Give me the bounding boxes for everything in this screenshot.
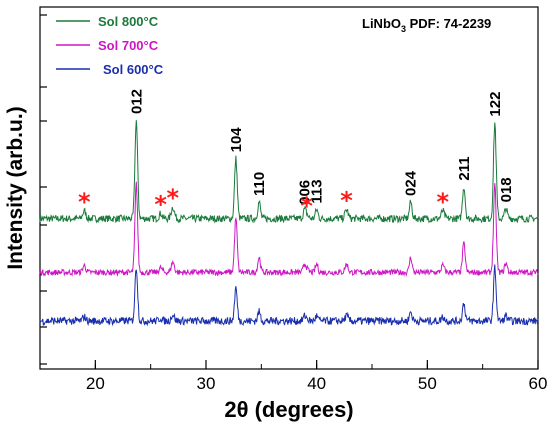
peak-label-110: 110 <box>251 172 268 196</box>
series-line-2 <box>39 181 539 278</box>
impurity-marker-5: * <box>340 187 353 215</box>
series-line-3 <box>39 264 539 327</box>
legend-label-3: Sol 600°C <box>103 62 164 77</box>
x-axis-title: 2θ (degrees) <box>224 397 353 422</box>
legend-label-1: Sol 800°C <box>98 14 159 29</box>
impurity-marker-6: * <box>437 188 450 216</box>
pdf-annotation-sub: 3 <box>401 24 406 34</box>
series-line-1 <box>39 120 539 224</box>
series-layer <box>39 120 539 327</box>
impurity-markers: * * * * * * <box>78 184 450 220</box>
x-tick-label: 60 <box>529 374 548 393</box>
x-tick-label: 50 <box>418 374 437 393</box>
impurity-marker-1: * <box>78 188 91 216</box>
peak-label-113: 113 <box>309 179 326 203</box>
pdf-annotation: LiNbO3 PDF: 74-2239 <box>362 16 491 34</box>
peak-label-012: 012 <box>128 89 145 114</box>
impurity-marker-2: * <box>154 191 167 219</box>
peak-label-104: 104 <box>228 127 245 153</box>
peak-label-122: 122 <box>487 92 504 117</box>
peak-label-018: 018 <box>498 177 515 202</box>
legend: Sol 800°C Sol 700°C Sol 600°C <box>56 14 164 77</box>
x-tick-label: 20 <box>86 374 105 393</box>
impurity-marker-4: * <box>300 192 313 220</box>
x-tick-label: 40 <box>307 374 326 393</box>
y-axis-ticks <box>40 14 47 365</box>
legend-label-2: Sol 700°C <box>98 38 159 53</box>
x-tick-label: 30 <box>197 374 216 393</box>
y-axis-title: Intensity (arb.u.) <box>4 106 27 269</box>
peak-label-211: 211 <box>456 156 473 180</box>
pdf-annotation-main: LiNbO <box>362 16 401 31</box>
peak-label-024: 024 <box>403 170 420 196</box>
pdf-annotation-suffix: PDF: 74-2239 <box>406 16 491 31</box>
x-axis-ticks: 20 30 40 50 60 <box>39 360 548 393</box>
impurity-marker-3: * <box>167 184 180 212</box>
plot-frame <box>39 6 539 370</box>
peak-label-006: 006 <box>297 180 314 205</box>
